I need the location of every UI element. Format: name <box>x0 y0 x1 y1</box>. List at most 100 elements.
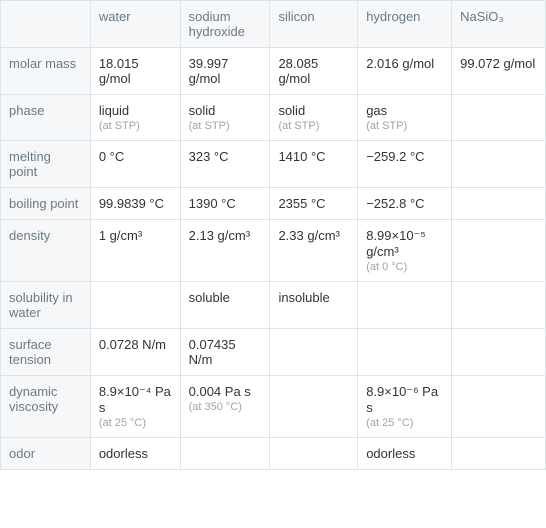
row-header: phase <box>1 95 91 141</box>
cell-value: odorless <box>366 446 443 461</box>
cell-value: 39.997 g/mol <box>189 56 262 86</box>
cell-subtext: (at 25 °C) <box>366 417 443 429</box>
cell: 1 g/cm³ <box>90 220 180 282</box>
col-header-hydrogen: hydrogen <box>358 1 452 48</box>
col-header-nasio3: NaSiO₃ <box>452 1 546 48</box>
cell: 1410 °C <box>270 141 358 188</box>
row-header: solubility in water <box>1 282 91 329</box>
cell <box>452 141 546 188</box>
cell: insoluble <box>270 282 358 329</box>
cell: 0.004 Pa s (at 350 °C) <box>180 376 270 438</box>
cell-value: 1390 °C <box>189 196 262 211</box>
cell <box>452 329 546 376</box>
cell-subtext: (at STP) <box>278 120 349 132</box>
cell <box>452 220 546 282</box>
cell <box>180 438 270 470</box>
cell-value: solid <box>189 103 262 118</box>
cell-value: 2355 °C <box>278 196 349 211</box>
cell-subtext: (at STP) <box>99 120 172 132</box>
row-header: surface tension <box>1 329 91 376</box>
cell-value: 28.085 g/mol <box>278 56 349 86</box>
cell: 0.07435 N/m <box>180 329 270 376</box>
col-header-sodium-hydroxide: sodium hydroxide <box>180 1 270 48</box>
cell: 99.9839 °C <box>90 188 180 220</box>
cell-value: 1410 °C <box>278 149 349 164</box>
cell: 2.13 g/cm³ <box>180 220 270 282</box>
cell-value: soluble <box>189 290 262 305</box>
cell-value: −259.2 °C <box>366 149 443 164</box>
table-body: molar mass 18.015 g/mol 39.997 g/mol 28.085… <box>1 48 546 470</box>
cell: 2.016 g/mol <box>358 48 452 95</box>
table-row: phase liquid (at STP) solid (at STP) solid (at… <box>1 95 546 141</box>
cell: 8.9×10⁻⁶ Pa s (at 25 °C) <box>358 376 452 438</box>
cell: −252.8 °C <box>358 188 452 220</box>
cell: 39.997 g/mol <box>180 48 270 95</box>
cell <box>452 438 546 470</box>
cell-value: 323 °C <box>189 149 262 164</box>
cell: −259.2 °C <box>358 141 452 188</box>
cell-value: −252.8 °C <box>366 196 443 211</box>
header-row: water sodium hydroxide silicon hydrogen … <box>1 1 546 48</box>
cell: liquid (at STP) <box>90 95 180 141</box>
cell-subtext: (at 0 °C) <box>366 261 443 273</box>
corner-cell <box>1 1 91 48</box>
cell <box>270 438 358 470</box>
cell-value: insoluble <box>278 290 349 305</box>
cell-value: 2.13 g/cm³ <box>189 228 262 243</box>
cell-value: solid <box>278 103 349 118</box>
cell: solid (at STP) <box>180 95 270 141</box>
properties-table: water sodium hydroxide silicon hydrogen … <box>0 0 546 470</box>
cell-value: 0.07435 N/m <box>189 337 262 367</box>
cell: soluble <box>180 282 270 329</box>
cell: 323 °C <box>180 141 270 188</box>
table-row: surface tension 0.0728 N/m 0.07435 N/m <box>1 329 546 376</box>
cell-value: 0.004 Pa s <box>189 384 262 399</box>
cell-value: 2.33 g/cm³ <box>278 228 349 243</box>
cell: 1390 °C <box>180 188 270 220</box>
cell: 18.015 g/mol <box>90 48 180 95</box>
cell <box>90 282 180 329</box>
cell-subtext: (at STP) <box>189 120 262 132</box>
cell <box>452 95 546 141</box>
cell-value: 0 °C <box>99 149 172 164</box>
table-row: molar mass 18.015 g/mol 39.997 g/mol 28.085… <box>1 48 546 95</box>
cell: 28.085 g/mol <box>270 48 358 95</box>
cell <box>452 376 546 438</box>
col-header-water: water <box>90 1 180 48</box>
cell: 0 °C <box>90 141 180 188</box>
cell <box>452 188 546 220</box>
cell: 2355 °C <box>270 188 358 220</box>
row-header: density <box>1 220 91 282</box>
cell: 99.072 g/mol <box>452 48 546 95</box>
table-row: dynamic viscosity8.9×10⁻⁴ Pa s(at 25 °C)… <box>1 376 546 438</box>
cell-subtext: (at 350 °C) <box>189 401 262 413</box>
row-header: odor <box>1 438 91 470</box>
table-row: melting point 0 °C 323 °C 1410 °C −259.2 °C <box>1 141 546 188</box>
cell-value: 99.9839 °C <box>99 196 172 211</box>
cell-value: 99.072 g/mol <box>460 56 537 71</box>
row-header: melting point <box>1 141 91 188</box>
row-header: dynamic viscosity <box>1 376 91 438</box>
cell-value: 18.015 g/mol <box>99 56 172 86</box>
cell: odorless <box>358 438 452 470</box>
cell-value: odorless <box>99 446 172 461</box>
cell: 0.0728 N/m <box>90 329 180 376</box>
cell-value: 0.0728 N/m <box>99 337 172 352</box>
table-row: density 1 g/cm³ 2.13 g/cm³ 2.33 g/cm³ 8.99×1… <box>1 220 546 282</box>
cell-value: liquid <box>99 103 172 118</box>
cell-value: gas <box>366 103 443 118</box>
cell: solid (at STP) <box>270 95 358 141</box>
cell-value: 8.9×10⁻⁴ Pa s <box>99 384 172 415</box>
cell <box>270 329 358 376</box>
cell-value: 8.9×10⁻⁶ Pa s <box>366 384 443 415</box>
table-row: boiling point99.9839 °C1390 °C2355 °C−25… <box>1 188 546 220</box>
cell: 8.9×10⁻⁴ Pa s(at 25 °C) <box>90 376 180 438</box>
row-header: molar mass <box>1 48 91 95</box>
cell-subtext: (at STP) <box>366 120 443 132</box>
cell-value: 1 g/cm³ <box>99 228 172 243</box>
cell <box>452 282 546 329</box>
cell-value: 8.99×10⁻⁵ g/cm³ <box>366 228 443 259</box>
cell: 2.33 g/cm³ <box>270 220 358 282</box>
cell: odorless <box>90 438 180 470</box>
table-row: solubility in water soluble insoluble <box>1 282 546 329</box>
